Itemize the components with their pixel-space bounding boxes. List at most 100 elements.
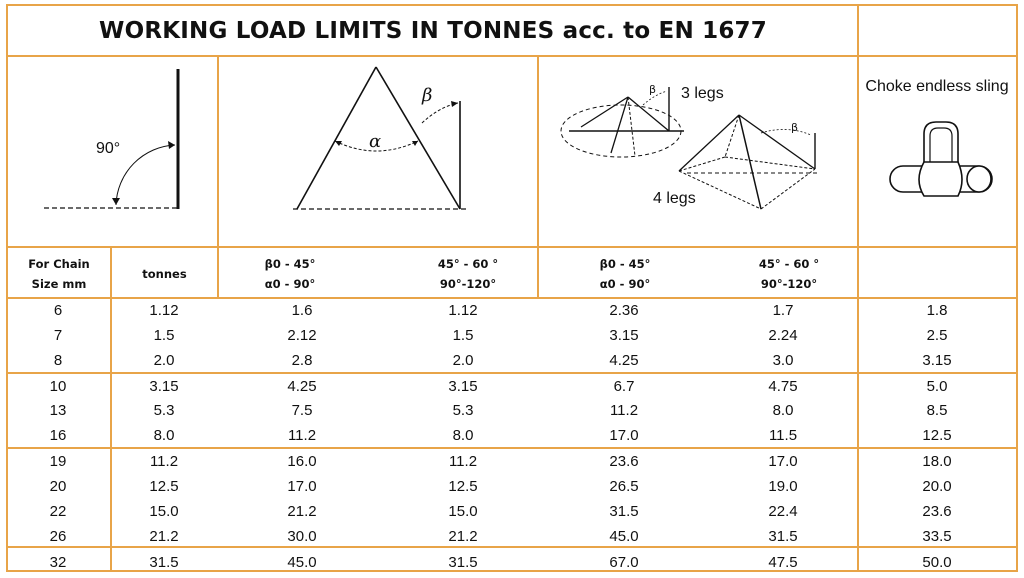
table-frame: [6, 4, 1018, 572]
table-cell: 2.12: [287, 326, 317, 344]
beta-symbol: β: [421, 85, 432, 106]
page-title: WORKING LOAD LIMITS IN TONNES acc. to EN…: [99, 18, 767, 44]
chain-size-cell: 19: [49, 453, 67, 471]
table-cell: 11.2: [287, 427, 317, 445]
table-cell: 17.0: [287, 478, 317, 495]
three-legs-label: 3 legs: [681, 85, 724, 102]
table-cell: 45.0: [287, 553, 317, 571]
table-cell: 1.5: [452, 326, 474, 344]
table-cell: 8.5: [926, 402, 948, 420]
table-cell: 3.15: [448, 377, 478, 395]
chain-size-cell: 22: [49, 502, 67, 520]
table-cell: 18.0: [922, 453, 952, 471]
table-cell: 12.5: [922, 427, 952, 445]
table-cell: 5.3: [452, 402, 474, 420]
header-chain-size: For Chain Size mm: [28, 257, 90, 291]
table-cell: 3.15: [149, 377, 179, 395]
table-cell: 8.0: [772, 402, 794, 420]
table-cell: 11.2: [149, 453, 179, 471]
chain-size-cell: 13: [49, 402, 67, 420]
table-cell: 8.0: [153, 427, 175, 445]
table-cell: 15.0: [448, 502, 478, 520]
table-cell: 7.5: [291, 402, 313, 420]
row-divider: [6, 447, 1018, 449]
table-cell: 45.0: [609, 527, 639, 545]
chain-size-cell: 8: [53, 351, 63, 369]
table-cell: 3.0: [772, 351, 794, 369]
table-cell: 17.0: [609, 427, 639, 445]
table-cell: 1.12: [149, 302, 179, 319]
table-cell: 26.5: [609, 478, 639, 495]
row-divider: [6, 246, 1018, 248]
header-multi-leg-a: β0 - 45° α0 - 90°: [599, 257, 651, 291]
two-leg-diagram: α β: [219, 57, 536, 245]
table-cell: 47.5: [768, 553, 798, 571]
header-two-leg-b: 45° - 60 ° 90°-120°: [437, 257, 499, 291]
table-cell: 21.2: [149, 527, 179, 545]
table-cell: 1.12: [448, 302, 478, 319]
table-cell: 1.7: [772, 302, 794, 319]
chain-size-cell: 20: [49, 478, 67, 495]
chain-size-cell: 16: [49, 427, 67, 445]
table-cell: 50.0: [922, 553, 952, 571]
table-cell: 11.2: [448, 453, 478, 471]
table-cell: 31.5: [448, 553, 478, 571]
table-cell: 17.0: [768, 453, 798, 471]
table-cell: 6.7: [613, 377, 635, 395]
header-tonnes: tonnes: [142, 267, 187, 281]
table-cell: 12.5: [149, 478, 179, 495]
choke-sling-diagram: [880, 118, 1000, 208]
table-cell: 11.5: [768, 427, 798, 445]
table-cell: 19.0: [768, 478, 798, 495]
chain-size-cell: 6: [53, 302, 63, 319]
table-cell: 20.0: [922, 478, 952, 495]
chain-size-cell: 26: [49, 527, 67, 545]
col-divider: [857, 4, 859, 572]
header-two-leg-a: β0 - 45° α0 - 90°: [264, 257, 316, 291]
col-divider: [110, 247, 112, 572]
table-cell: 2.5: [926, 326, 948, 344]
table-cell: 67.0: [609, 553, 639, 571]
chain-size-cell: 32: [49, 553, 67, 571]
table-cell: 33.5: [922, 527, 952, 545]
table-cell: 23.6: [922, 502, 952, 520]
table-cell: 4.75: [768, 377, 798, 395]
table-cell: 3.15: [922, 351, 952, 369]
chain-size-cell: 10: [49, 377, 67, 395]
table-cell: 2.0: [153, 351, 175, 369]
table-cell: 1.5: [153, 326, 175, 344]
table-cell: 2.0: [452, 351, 474, 369]
table-cell: 4.25: [609, 351, 639, 369]
table-cell: 31.5: [768, 527, 798, 545]
row-divider: [6, 372, 1018, 374]
table-cell: 2.8: [291, 351, 313, 369]
table-cell: 31.5: [609, 502, 639, 520]
table-cell: 2.36: [609, 302, 639, 319]
table-cell: 5.3: [153, 402, 175, 420]
beta-small-4-legs: β: [791, 121, 798, 134]
table-cell: 1.8: [926, 302, 948, 319]
row-divider: [6, 55, 1018, 57]
table-cell: 31.5: [149, 553, 179, 571]
table-cell: 11.2: [609, 402, 639, 420]
single-leg-diagram: 90°: [8, 57, 216, 245]
table-cell: 15.0: [149, 502, 179, 520]
beta-small-3-legs: β: [649, 83, 656, 96]
table-cell: 2.24: [768, 326, 798, 344]
table-cell: 16.0: [287, 453, 317, 471]
table-cell: 22.4: [768, 502, 798, 520]
chain-size-cell: 7: [53, 326, 63, 344]
table-cell: 3.15: [609, 326, 639, 344]
four-legs-label: 4 legs: [653, 190, 696, 207]
table-cell: 12.5: [448, 478, 478, 495]
alpha-symbol: α: [369, 131, 381, 152]
table-cell: 1.6: [291, 302, 313, 319]
col-divider: [217, 56, 219, 298]
angle-90-label: 90°: [96, 140, 120, 157]
table-cell: 21.2: [448, 527, 478, 545]
multi-leg-diagram: β 3 legs β 4 legs: [539, 57, 856, 245]
table-cell: 21.2: [287, 502, 317, 520]
row-divider: [6, 297, 1018, 299]
col-divider: [537, 56, 539, 298]
table-cell: 4.25: [287, 377, 317, 395]
